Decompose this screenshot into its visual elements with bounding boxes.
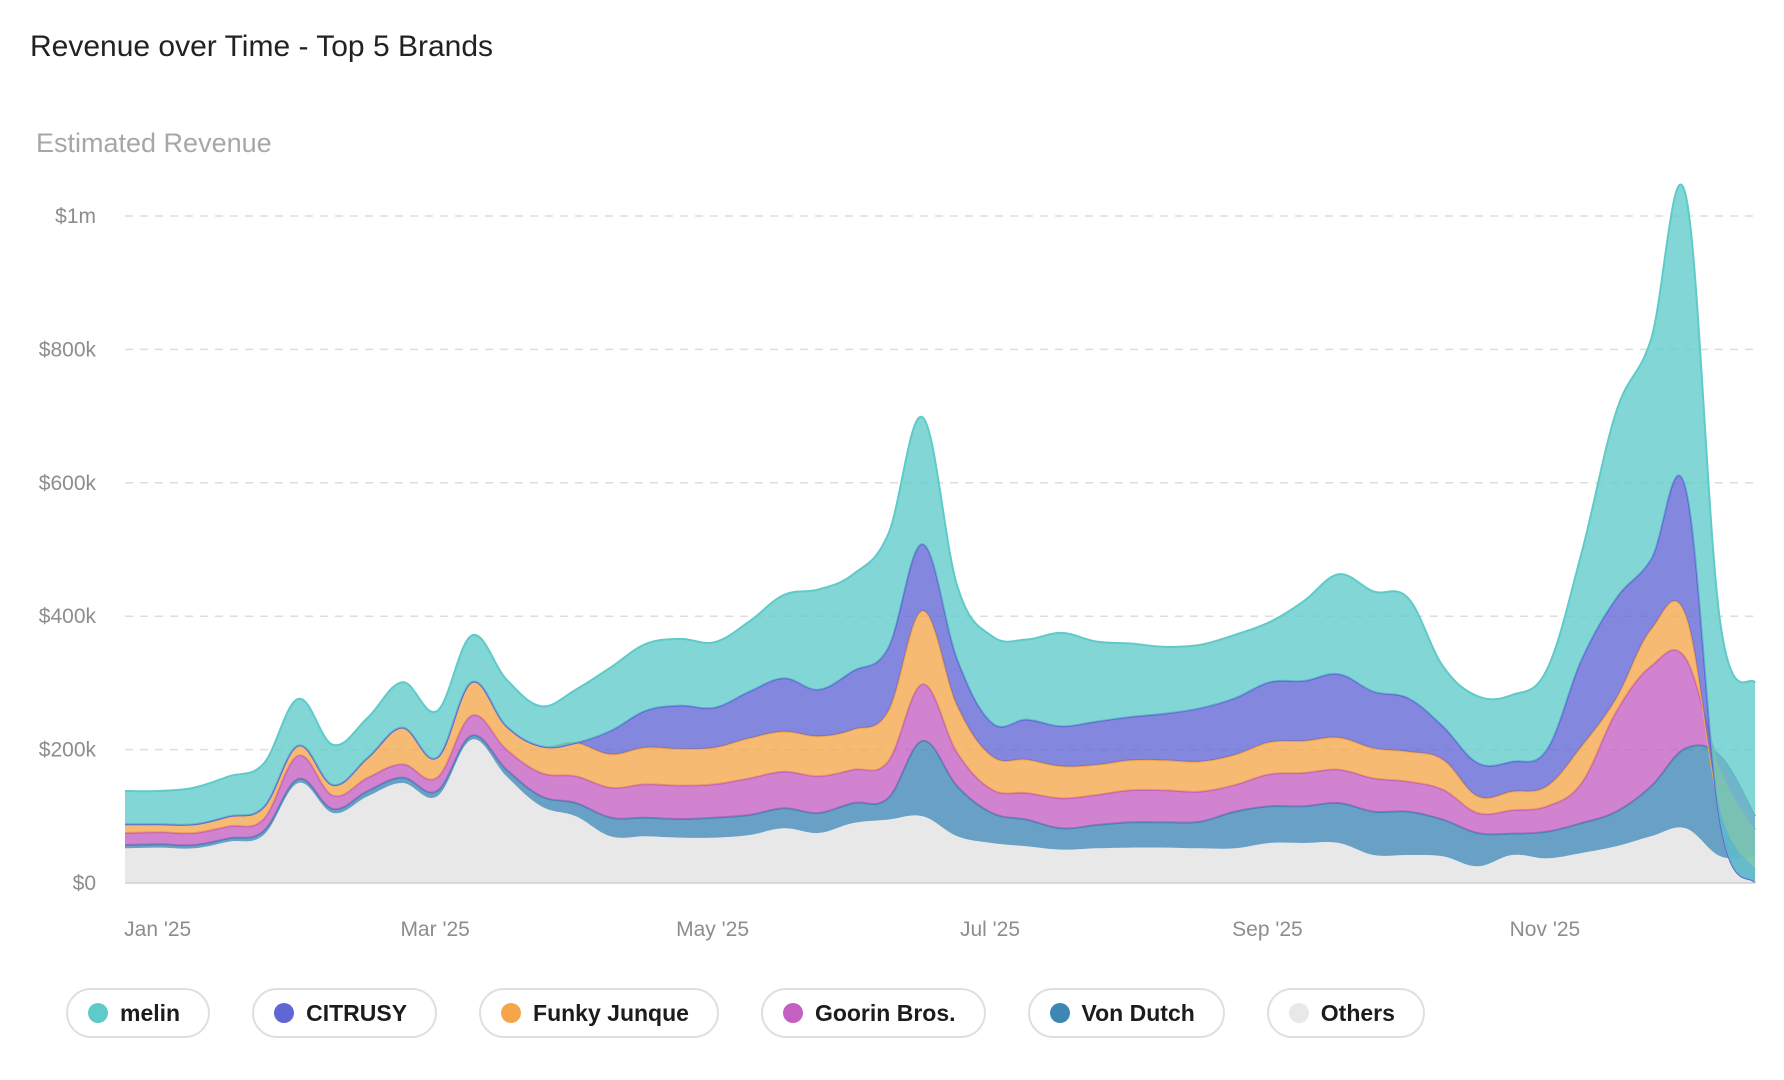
legend-swatch [274, 1003, 295, 1023]
y-tick-label: $400k [39, 605, 97, 628]
chart-title: Revenue over Time - Top 5 Brands [30, 30, 494, 63]
legend: melin CITRUSY Funky Junque Goorin Bros. Von … [66, 988, 1425, 1038]
legend-label: Funky Junque [533, 999, 689, 1026]
y-tick-label: $1m [55, 205, 96, 228]
legend-item-melin[interactable]: melin [66, 988, 211, 1038]
area-melin[interactable] [125, 184, 1755, 883]
x-tick-label: Nov '25 [1510, 918, 1581, 941]
x-tick-label: Jan '25 [124, 918, 191, 941]
area-funky-junque[interactable] [125, 600, 1755, 870]
area-others[interactable] [125, 739, 1755, 883]
legend-item-funky-junque[interactable]: Funky Junque [479, 988, 719, 1038]
x-tick-label: May '25 [676, 918, 749, 941]
y-tick-label: $0 [73, 872, 96, 895]
legend-label: Others [1320, 999, 1395, 1026]
legend-item-goorin-bros[interactable]: Goorin Bros. [760, 988, 986, 1038]
legend-swatch [782, 1003, 803, 1023]
legend-label: CITRUSY [306, 999, 408, 1026]
legend-item-citrusy[interactable]: CITRUSY [252, 988, 438, 1038]
x-tick-label: Jul '25 [960, 918, 1020, 941]
legend-swatch [88, 1003, 108, 1023]
y-tick-label: $600k [39, 472, 97, 495]
x-tick-label: Sep '25 [1232, 918, 1303, 941]
y-axis-title: Estimated Revenue [36, 128, 272, 158]
y-tick-label: $200k [39, 739, 97, 762]
axes: $0 $200k $400k $600k $800k $1m Jan '25 Mar '25 M… [39, 205, 1755, 941]
y-tick-label: $800k [39, 338, 97, 361]
legend-item-von-dutch[interactable]: Von Dutch [1027, 988, 1225, 1038]
legend-swatch [1288, 1003, 1309, 1023]
area-von-dutch[interactable] [125, 735, 1755, 867]
legend-swatch [1049, 1003, 1070, 1023]
legend-label: Goorin Bros. [814, 999, 956, 1026]
area-series[interactable] [124, 183, 1756, 884]
legend-item-others[interactable]: Others [1266, 988, 1425, 1038]
line-melin [124, 183, 1756, 793]
area-goorin-bros[interactable] [125, 649, 1755, 846]
x-tick-label: Mar '25 [400, 918, 469, 941]
legend-label: melin [120, 999, 181, 1026]
legend-swatch [501, 1003, 522, 1023]
legend-label: Von Dutch [1081, 999, 1195, 1026]
